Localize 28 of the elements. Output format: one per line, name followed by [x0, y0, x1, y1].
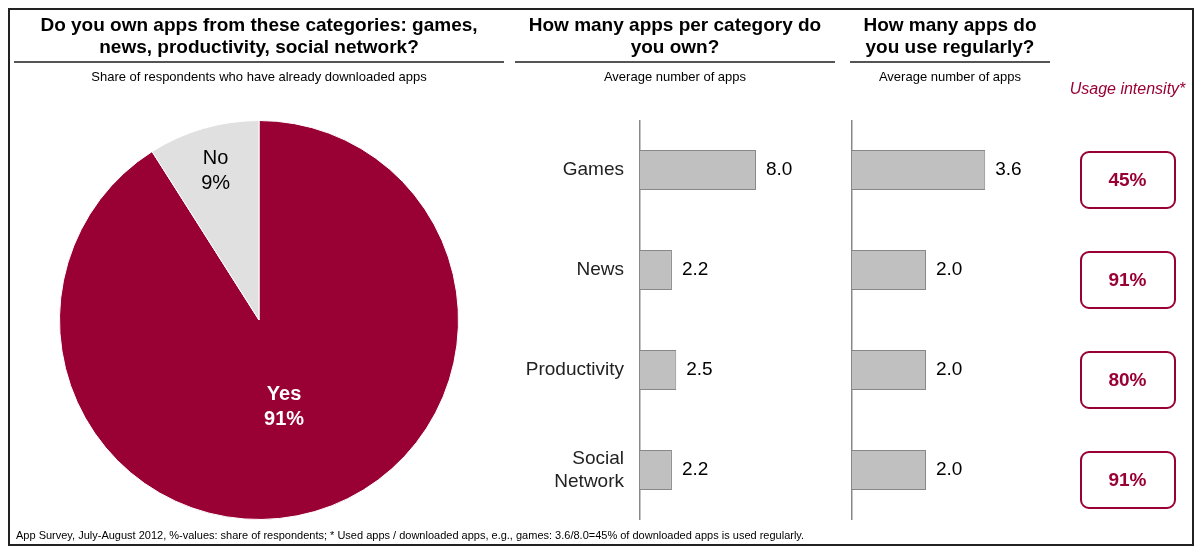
- chart-subtitle: Average number of apps: [877, 69, 1023, 84]
- data-label: 91%: [264, 406, 305, 429]
- text: App Survey, July-August 2012, %-values: share of respondents; * Used apps / downloaded apps, e.g., games: 3.6/8.0=45% of downloaded apps is used regularly.: [16, 529, 805, 541]
- text: 80%: [1079, 351, 1176, 409]
- y-tick-label: Social Network: [554, 446, 625, 491]
- text: 91%: [1079, 451, 1176, 509]
- data-label: 2.2: [681, 258, 709, 280]
- data-label: 2.0: [936, 458, 963, 480]
- slice-label: No: [202, 146, 229, 169]
- data-label: 8.0: [766, 158, 793, 180]
- text: 45%: [1079, 151, 1176, 209]
- slice-label: Yes: [266, 381, 302, 404]
- y-tick-label: Games: [562, 158, 624, 180]
- data-label: 2.0: [936, 258, 963, 280]
- chart-title: Do you own apps from these categories: games, news, productivity, social network?: [14, 14, 504, 63]
- chart-title: How many apps do you use regularly?: [850, 14, 1050, 63]
- data-label: 2.0: [936, 358, 963, 380]
- data-label: 9%: [201, 171, 231, 194]
- data-label: 3.6: [995, 158, 1022, 180]
- data-label: 2.5: [686, 358, 713, 380]
- chart-title: How many apps per category do you own?: [515, 14, 835, 63]
- chart-subtitle: Average number of apps: [602, 69, 748, 84]
- chart-subtitle: Share of respondents who have already downloaded apps: [90, 69, 428, 84]
- text: Usage intensity*: [1068, 80, 1187, 99]
- y-tick-label: Productivity: [525, 358, 625, 380]
- data-label: 2.2: [681, 458, 709, 480]
- y-tick-label: News: [576, 258, 624, 280]
- text: 91%: [1079, 251, 1176, 309]
